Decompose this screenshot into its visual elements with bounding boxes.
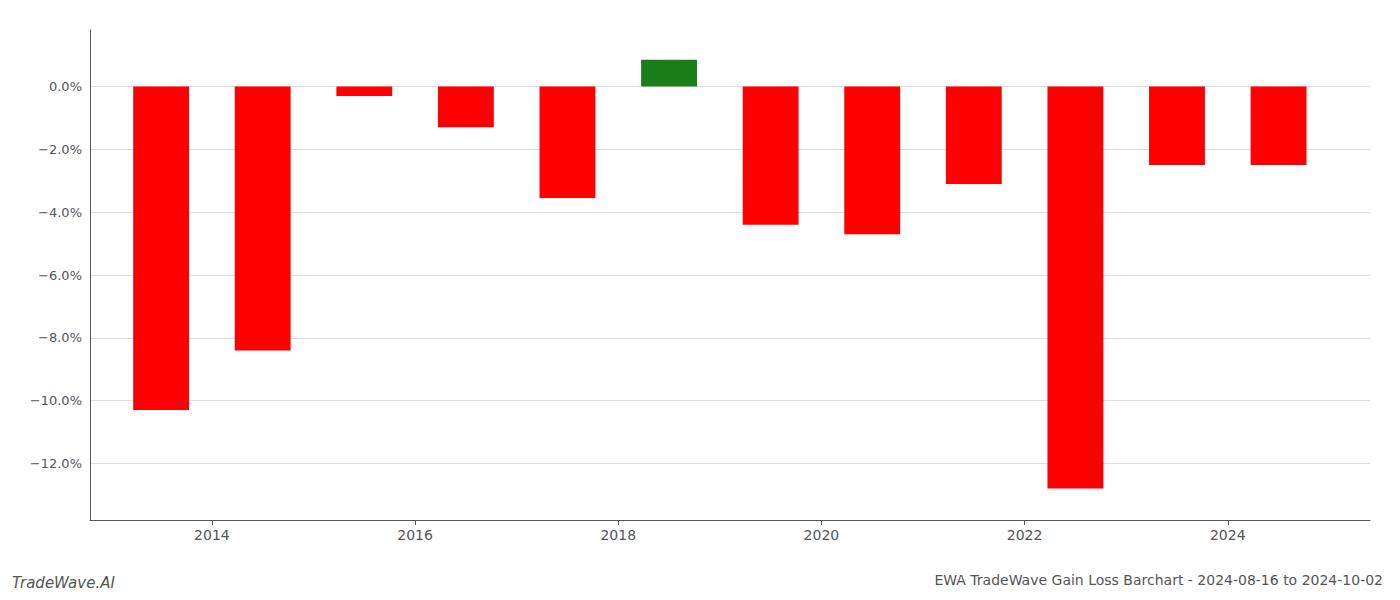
svg-text:−2.0%: −2.0%: [38, 142, 82, 157]
svg-text:−12.0%: −12.0%: [30, 456, 82, 471]
svg-text:EWA TradeWave Gain Loss Barcha: EWA TradeWave Gain Loss Barchart - 2024-…: [934, 572, 1383, 588]
svg-text:−10.0%: −10.0%: [30, 393, 82, 408]
svg-text:2024: 2024: [1210, 527, 1246, 543]
svg-text:TradeWave.AI: TradeWave.AI: [12, 574, 115, 592]
svg-text:−4.0%: −4.0%: [38, 205, 82, 220]
svg-text:2014: 2014: [194, 527, 230, 543]
svg-text:2022: 2022: [1007, 527, 1043, 543]
svg-text:0.0%: 0.0%: [49, 79, 82, 94]
svg-text:2018: 2018: [600, 527, 636, 543]
svg-text:2020: 2020: [804, 527, 840, 543]
svg-text:2016: 2016: [397, 527, 433, 543]
svg-text:−8.0%: −8.0%: [38, 330, 82, 345]
svg-text:−6.0%: −6.0%: [38, 268, 82, 283]
